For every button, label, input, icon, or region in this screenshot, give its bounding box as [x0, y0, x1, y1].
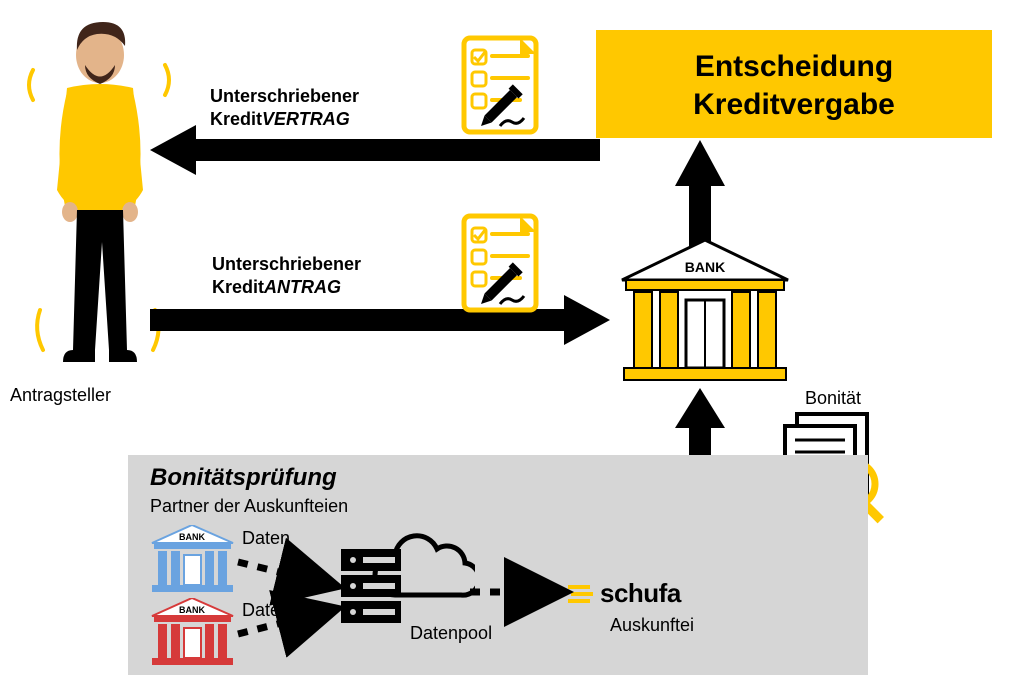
- dashed-arrows: [0, 0, 1024, 683]
- dashed-arrow-2: [238, 610, 332, 634]
- dashed-arrow-1: [238, 562, 332, 585]
